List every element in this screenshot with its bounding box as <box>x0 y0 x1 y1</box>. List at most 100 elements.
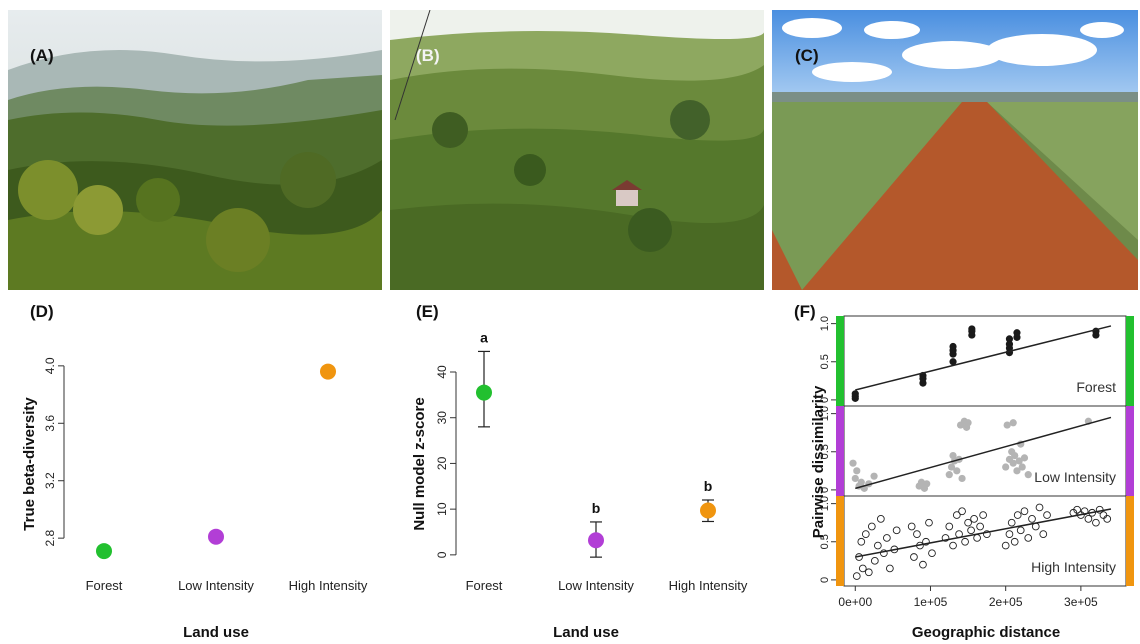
facet-low-intensity: 0 0.5 1.0 Low Intensity <box>819 405 1134 497</box>
photo-forest-image <box>8 10 382 290</box>
chart-null-model-z-score: 0 10 20 30 40 Forest Low Intensity High Intens… <box>411 329 748 641</box>
data-point <box>970 515 978 523</box>
regression-line <box>855 325 1112 391</box>
data-point <box>945 522 954 531</box>
x-tick-label: 0e+00 <box>838 595 872 609</box>
y-tick-label: 3.2 <box>43 472 57 489</box>
y-tick-label: 0 <box>435 551 449 558</box>
y-tick-label: 20 <box>435 456 449 470</box>
data-point <box>1020 507 1029 516</box>
data-point <box>1039 530 1048 538</box>
x-tick-label: Low Intensity <box>178 578 254 593</box>
facet-strip-right <box>1126 316 1134 406</box>
chart-e-x-ticks: Forest Low Intensity High Intensity <box>466 578 748 593</box>
data-point <box>923 480 931 488</box>
chart-true-beta-diversity: 2.8 3.2 3.6 4.0 Forest Low Intensity High Int… <box>21 357 368 641</box>
data-point <box>1092 518 1100 527</box>
data-point <box>949 342 957 351</box>
data-point <box>1013 467 1021 475</box>
x-tick-label: Low Intensity <box>558 578 634 593</box>
data-point <box>979 511 987 519</box>
chart-f-facets: 0 0.5 1.0 Forest 0 0.5 1.0 Low Intensity 0 0.5 1.0… <box>819 315 1134 587</box>
data-point <box>476 384 492 401</box>
facet-strip-left <box>836 406 844 496</box>
data-point <box>870 556 879 565</box>
y-tick-label: 0.5 <box>819 354 831 369</box>
photo-low-intensity-image <box>390 10 764 290</box>
data-point <box>1010 537 1019 546</box>
data-point <box>873 541 882 550</box>
data-point <box>1020 454 1029 462</box>
data-point <box>853 467 861 475</box>
data-point <box>96 543 112 560</box>
data-point <box>922 537 930 546</box>
regression-line <box>855 508 1112 558</box>
facet-forest: 0 0.5 1.0 Forest <box>819 315 1134 407</box>
photo-forest <box>8 10 382 290</box>
data-point <box>1003 421 1011 429</box>
data-point <box>964 518 972 527</box>
data-point <box>1011 451 1019 460</box>
panel-label-a: (A) <box>30 46 54 65</box>
panel-label-f: (F) <box>794 302 816 321</box>
data-point <box>973 534 981 542</box>
photo-low-intensity <box>390 10 764 290</box>
chart-e-x-axis-label: Land use <box>553 624 619 641</box>
data-point <box>953 467 961 475</box>
facet-high-intensity: 0 0.5 1.0 High Intensity <box>819 495 1134 587</box>
chart-e-errorbars <box>478 350 714 558</box>
data-point <box>700 502 716 519</box>
facet-label: High Intensity <box>1031 559 1116 575</box>
data-point <box>857 537 866 546</box>
data-point <box>1035 503 1044 512</box>
data-point <box>892 526 901 535</box>
y-tick-label: 1.0 <box>819 496 831 511</box>
chart-e-annotations: a b b <box>480 329 712 516</box>
y-tick-label: 2.8 <box>43 529 57 546</box>
data-point <box>968 325 976 333</box>
data-point <box>964 419 972 427</box>
data-point <box>861 530 870 538</box>
chart-e-y-axis-label: Null model z-score <box>411 397 428 530</box>
data-point <box>945 471 953 479</box>
data-point <box>1009 419 1017 427</box>
data-point <box>876 515 885 523</box>
data-point <box>925 518 933 527</box>
y-tick-label: 30 <box>435 411 449 425</box>
data-point <box>1005 340 1014 348</box>
data-point <box>858 564 867 573</box>
data-point <box>919 560 927 569</box>
y-tick-label: 0.5 <box>819 534 831 549</box>
data-point <box>941 534 950 542</box>
data-point <box>849 459 857 467</box>
x-tick-label: 2e+05 <box>989 595 1023 609</box>
data-point <box>967 526 975 535</box>
data-point <box>949 358 957 366</box>
data-point <box>1073 505 1081 514</box>
facet-strip-left <box>836 496 844 586</box>
panel-label-c: (C) <box>795 46 819 65</box>
chart-d-x-ticks: Forest Low Intensity High Intensity <box>86 578 368 593</box>
data-point <box>1024 534 1033 542</box>
data-point <box>1005 335 1014 343</box>
y-tick-label: 1.0 <box>819 406 831 421</box>
y-tick-label: 10 <box>435 502 449 516</box>
y-tick-label: 0 <box>819 397 831 403</box>
data-point <box>1005 530 1014 538</box>
data-point <box>857 478 865 486</box>
panel-label-b: (B) <box>416 46 440 65</box>
data-point <box>852 572 861 580</box>
facet-label: Forest <box>1076 379 1116 395</box>
chart-d-points <box>96 363 336 560</box>
chart-pairwise-dissimilarity: 0 0.5 1.0 Forest 0 0.5 1.0 Low Intensity 0 0.5 1.0… <box>810 315 1134 641</box>
data-point <box>883 534 891 542</box>
data-point <box>1099 511 1108 519</box>
data-point <box>947 463 956 471</box>
panel-label-d: (D) <box>30 302 54 321</box>
x-tick-label: High Intensity <box>289 578 368 593</box>
data-point <box>961 537 969 546</box>
data-point <box>1024 471 1032 479</box>
data-point <box>1015 457 1023 465</box>
data-point <box>913 530 921 538</box>
data-point <box>1013 329 1021 337</box>
